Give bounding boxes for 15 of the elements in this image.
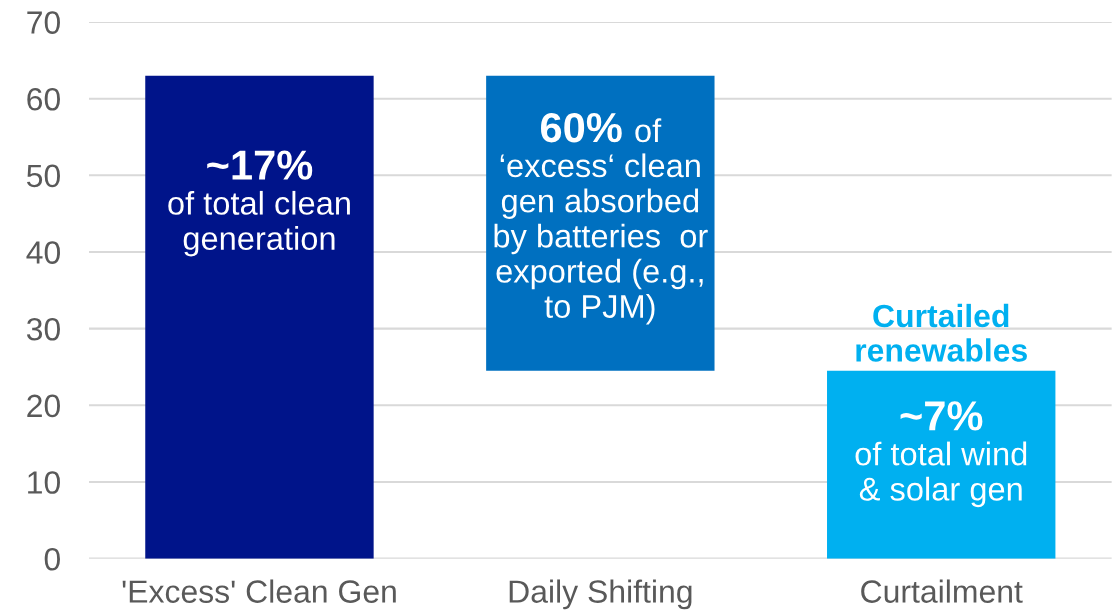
y-tick-label: 60	[27, 87, 60, 111]
y-tick-label: 10	[28, 471, 60, 494]
annotation: ~17% of total clean generation	[168, 150, 350, 257]
x-tick-label: 'Excess' Clean Gen	[122, 579, 396, 603]
annotation: 60% of ‘excess‘ clean gen absorbed by batteries or exported (e.g., to PJM)	[494, 112, 708, 325]
y-tick-label: 70	[27, 11, 60, 34]
x-tick-label: Daily Shifting	[509, 579, 692, 610]
annotation: Curtailed renewables	[856, 303, 1027, 362]
x-tick-label: Curtailment	[861, 579, 1023, 603]
y-tick-label: 0	[44, 547, 60, 571]
annotation: ~7% of total wind & solar gen	[855, 401, 1027, 508]
y-tick-label: 30	[26, 317, 60, 341]
y-tick-label: 20	[27, 394, 60, 418]
y-tick-label: 50	[26, 164, 60, 188]
y-tick-label: 40	[26, 241, 60, 264]
